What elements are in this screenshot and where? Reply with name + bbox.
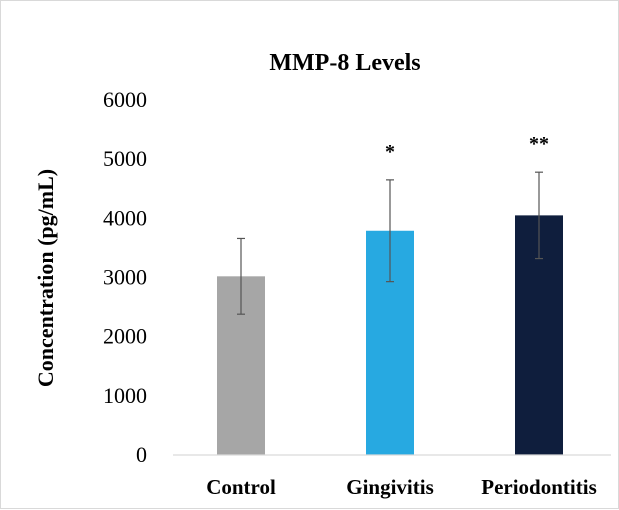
x-axis-categories: Control Gingivitis Periodontitis: [206, 475, 597, 499]
error-bars: [237, 171, 543, 315]
significance-markers: * **: [385, 133, 549, 163]
error-bar-control: [237, 237, 245, 315]
error-bar-periodontitis: [535, 171, 543, 260]
y-tick-label: 4000: [103, 205, 147, 230]
chart-title: MMP-8 Levels: [269, 50, 420, 76]
x-category-label: Control: [206, 475, 276, 499]
significance-marker-periodontitis: **: [529, 133, 549, 155]
y-tick-label: 6000: [103, 87, 147, 112]
y-tick-label: 3000: [103, 265, 147, 290]
y-axis-ticks: 0 1000 2000 3000 4000 5000 6000: [103, 87, 147, 467]
y-tick-label: 1000: [103, 383, 147, 408]
significance-marker-gingivitis: *: [385, 141, 395, 163]
y-axis-label: Concentration (pg/mL): [33, 169, 58, 387]
x-category-label: Gingivitis: [346, 475, 434, 499]
y-tick-label: 2000: [103, 324, 147, 349]
x-category-label: Periodontitis: [481, 475, 597, 499]
y-tick-label: 5000: [103, 146, 147, 171]
y-tick-label: 0: [136, 442, 147, 467]
error-bar-gingivitis: [386, 179, 394, 283]
